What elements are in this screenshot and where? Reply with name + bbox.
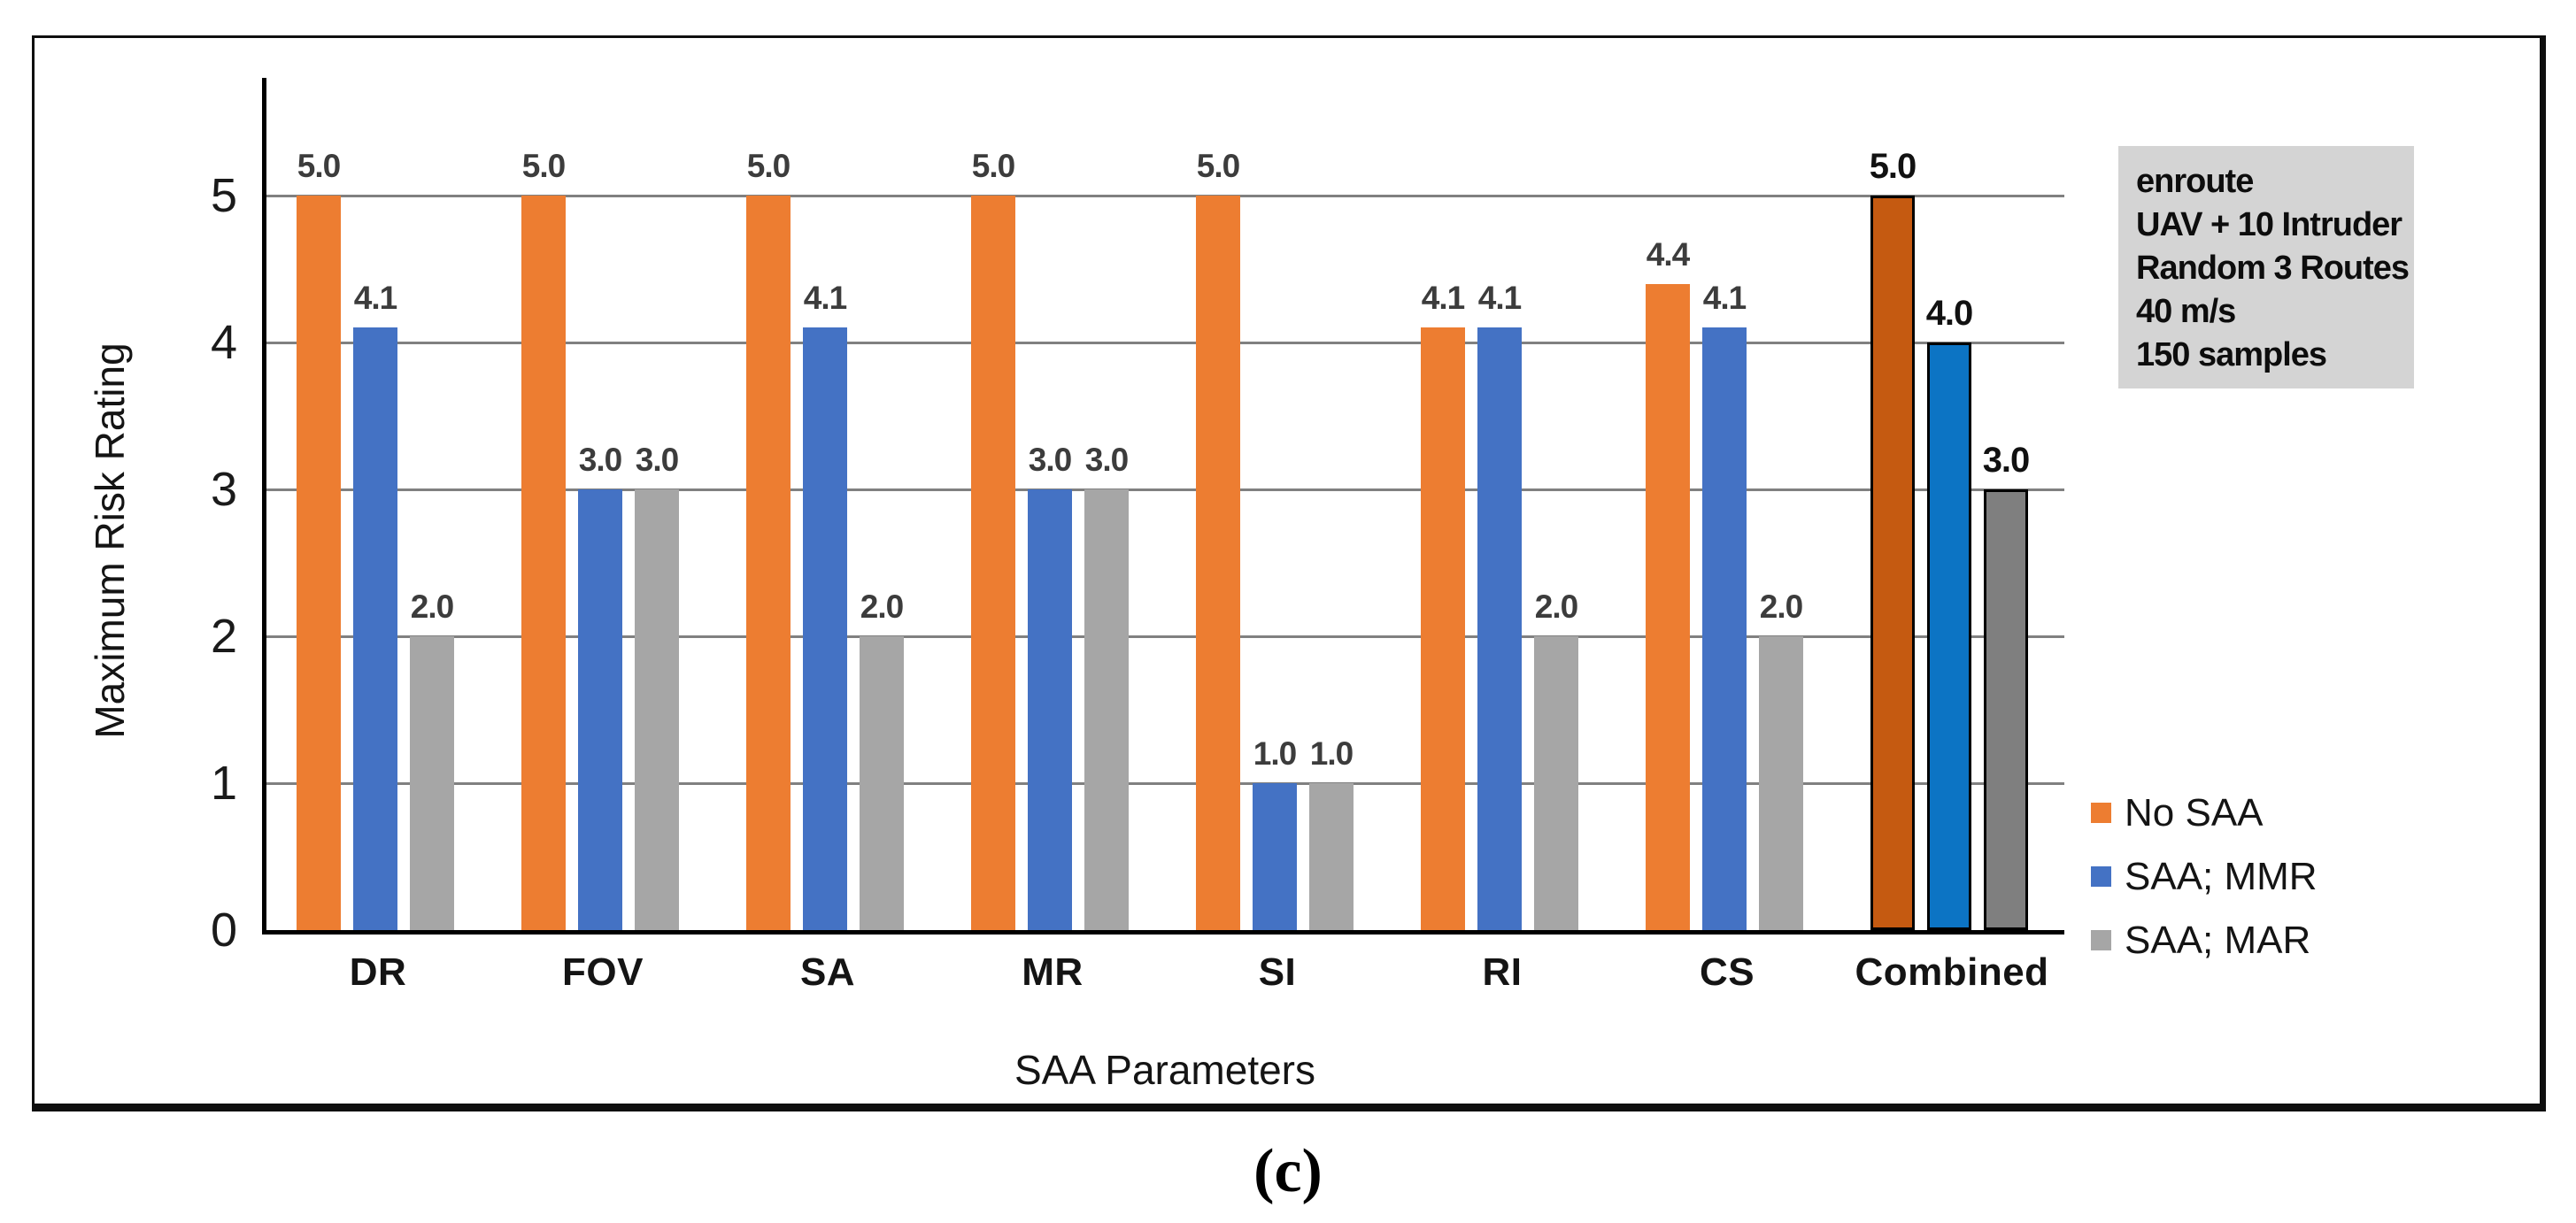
legend-item: No SAA [2091, 790, 2318, 835]
legend-item: SAA; MAR [2091, 918, 2318, 962]
annotation-box: enroute UAV + 10 Intruder Random 3 Routes 4… [2118, 146, 2414, 388]
annotation-line: UAV + 10 Intruder [2136, 206, 2402, 243]
annotation-line: 150 samples [2136, 336, 2327, 373]
legend-item: SAA; MMR [2091, 854, 2318, 898]
legend-label: SAA; MAR [2125, 918, 2311, 962]
legend-color-swatch-icon [2091, 803, 2111, 823]
figure-caption: (c) [1253, 1137, 1323, 1205]
legend-label: SAA; MMR [2125, 854, 2318, 898]
y-axis-title: Maximum Risk Rating [87, 342, 133, 739]
legend-color-swatch-icon [2091, 930, 2111, 950]
annotation-line: Random 3 Routes [2136, 250, 2410, 287]
legend-label: No SAA [2125, 790, 2264, 835]
legend: No SAA SAA; MMR SAA; MAR [2091, 790, 2318, 983]
annotation-line: enroute [2136, 163, 2254, 200]
annotation-line: 40 m/s [2136, 293, 2236, 330]
x-axis-title: SAA Parameters [1014, 1047, 1316, 1093]
legend-color-swatch-icon [2091, 866, 2111, 887]
